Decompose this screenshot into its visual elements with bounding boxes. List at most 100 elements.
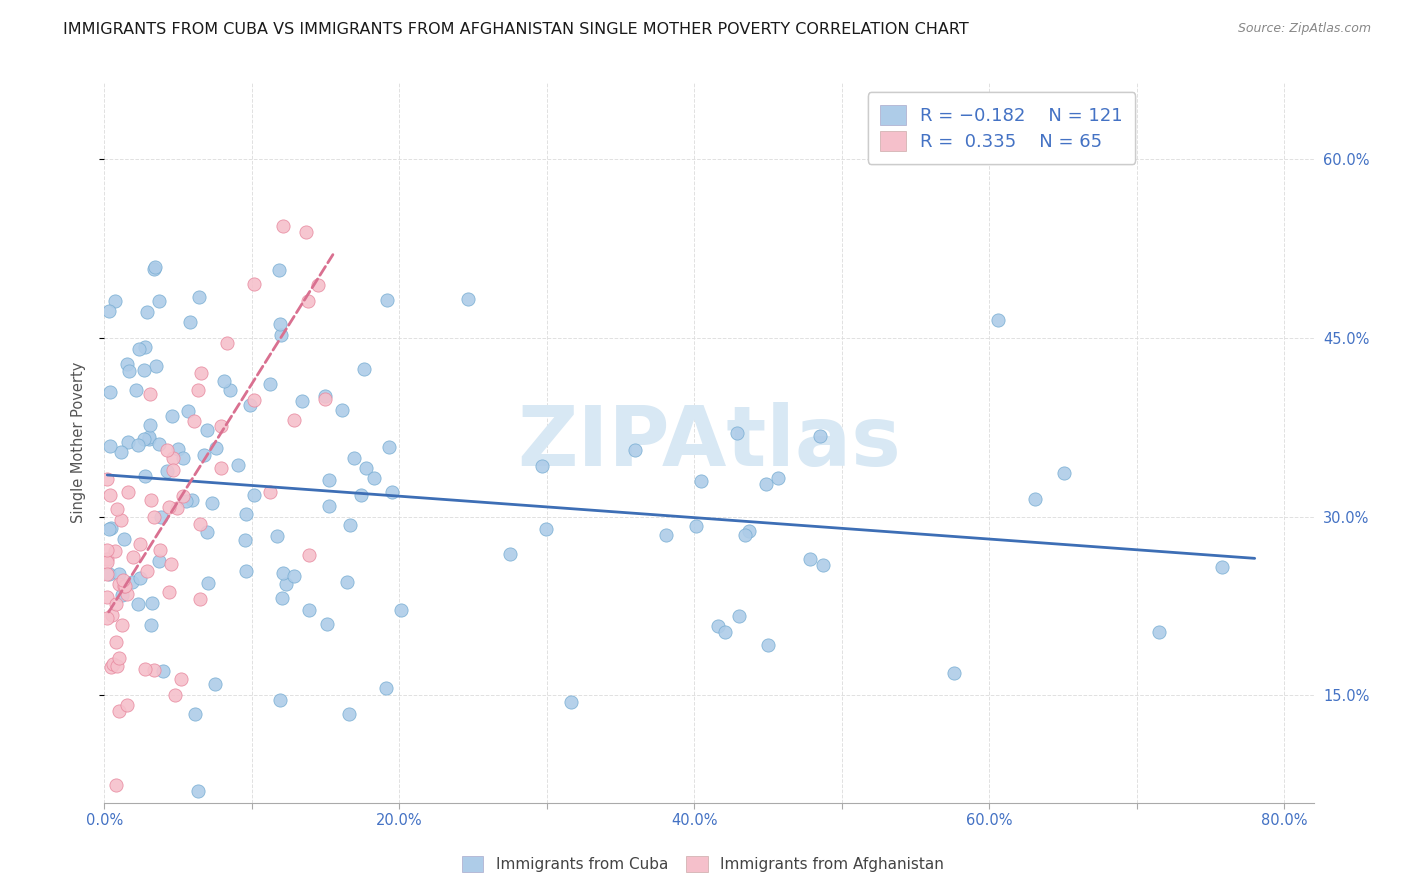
Point [108,566,131,581]
Point [193,448,215,462]
Point [363,471,385,485]
Point [150,509,173,524]
Point [139,492,162,507]
Point [269,317,291,331]
Point [157,500,180,514]
Point [143,261,166,276]
Point [298,602,321,616]
Point [142,664,165,678]
Point [136,565,159,579]
Point [98,385,121,400]
Point [942,666,965,681]
Point [813,558,835,572]
Point [177,404,200,418]
Point [117,357,139,371]
Point [259,376,281,391]
Point [128,343,150,357]
Point [121,549,143,564]
Point [97,567,120,582]
Point [134,469,156,483]
Point [138,387,160,401]
Point [195,423,218,437]
Point [100,608,122,623]
Point [307,277,329,292]
Point [690,474,713,488]
Point [145,359,167,374]
Point [134,662,156,676]
Point [149,542,172,557]
Point [391,603,413,617]
Point [96,543,118,558]
Point [148,553,170,567]
Point [187,783,209,797]
Point [242,392,264,407]
Point [316,617,339,632]
Point [335,574,357,589]
Point [209,419,232,434]
Point [172,489,194,503]
Point [339,518,361,533]
Point [330,403,353,417]
Point [104,634,127,648]
Point [105,597,128,611]
Point [132,363,155,377]
Point [214,374,236,388]
Point [271,566,294,580]
Point [107,576,129,591]
Point [270,327,292,342]
Point [112,533,135,547]
Point [318,473,340,487]
Point [378,441,401,455]
Point [121,574,143,589]
Point [209,461,232,475]
Point [98,439,121,453]
Point [110,445,132,459]
Point [259,485,281,500]
Point [188,517,211,532]
Point [271,219,294,233]
Point [354,460,377,475]
Point [283,569,305,583]
Point [125,383,148,397]
Point [181,492,204,507]
Point [291,393,314,408]
Point [1211,560,1233,574]
Point [1147,624,1170,639]
Point [235,508,257,522]
Point [457,293,479,307]
Point [117,484,139,499]
Point [104,294,127,309]
Point [105,778,128,792]
Point [297,293,319,308]
Legend: R = −0.182    N = 121, R =  0.335    N = 65: R = −0.182 N = 121, R = 0.335 N = 65 [868,93,1136,164]
Point [138,418,160,433]
Point [714,625,737,640]
Point [269,693,291,707]
Point [190,366,212,380]
Point [536,522,558,536]
Point [170,672,193,686]
Point [148,437,170,451]
Point [228,458,250,473]
Point [987,313,1010,327]
Point [105,659,128,673]
Point [624,443,647,458]
Point [112,579,135,593]
Point [160,409,183,424]
Point [184,706,207,721]
Point [114,579,136,593]
Point [738,524,761,538]
Point [654,528,676,542]
Point [353,361,375,376]
Point [531,458,554,473]
Point [560,695,582,709]
Point [172,450,194,465]
Point [499,547,522,561]
Point [274,577,297,591]
Point [266,529,288,543]
Point [295,225,318,239]
Point [129,537,152,551]
Point [755,477,778,491]
Point [96,611,118,625]
Point [239,398,262,412]
